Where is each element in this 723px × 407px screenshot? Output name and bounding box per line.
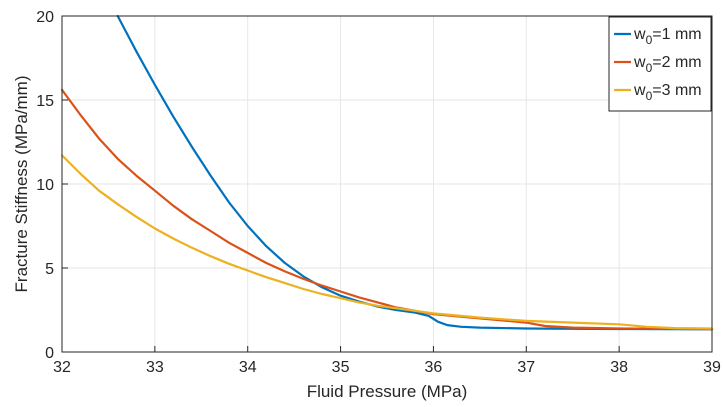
series-layer — [60, 14, 714, 331]
x-tick-label: 34 — [239, 359, 257, 376]
x-tick-label: 32 — [53, 359, 71, 376]
y-tick-label: 0 — [45, 345, 54, 362]
y-tick-label: 10 — [36, 177, 54, 194]
legend-box — [608, 16, 712, 112]
legend-label-1: w0=1 mm — [633, 26, 702, 47]
series-line-3 — [60, 154, 714, 330]
x-tick-label: 35 — [332, 359, 350, 376]
legend: w0=1 mm w0=2 mm w0=3 mm — [608, 16, 712, 112]
x-tick-label: 38 — [610, 359, 628, 376]
ticks: 32 33 34 35 36 37 38 39 0 5 10 15 20 — [36, 9, 721, 376]
y-tick-label: 5 — [45, 261, 54, 278]
x-tick-label: 36 — [425, 359, 443, 376]
y-tick-label: 20 — [36, 9, 54, 26]
x-axis-label: Fluid Pressure (MPa) — [307, 382, 468, 401]
legend-label-2: w0=2 mm — [633, 54, 702, 75]
x-tick-label: 39 — [703, 359, 721, 376]
legend-label-3: w0=3 mm — [633, 82, 702, 103]
series-line-2 — [60, 88, 714, 331]
y-tick-label: 15 — [36, 93, 54, 110]
y-axis-label: Fracture Stiffness (MPa/mm) — [12, 76, 31, 293]
x-tick-label: 37 — [517, 359, 535, 376]
x-tick-label: 33 — [146, 359, 164, 376]
